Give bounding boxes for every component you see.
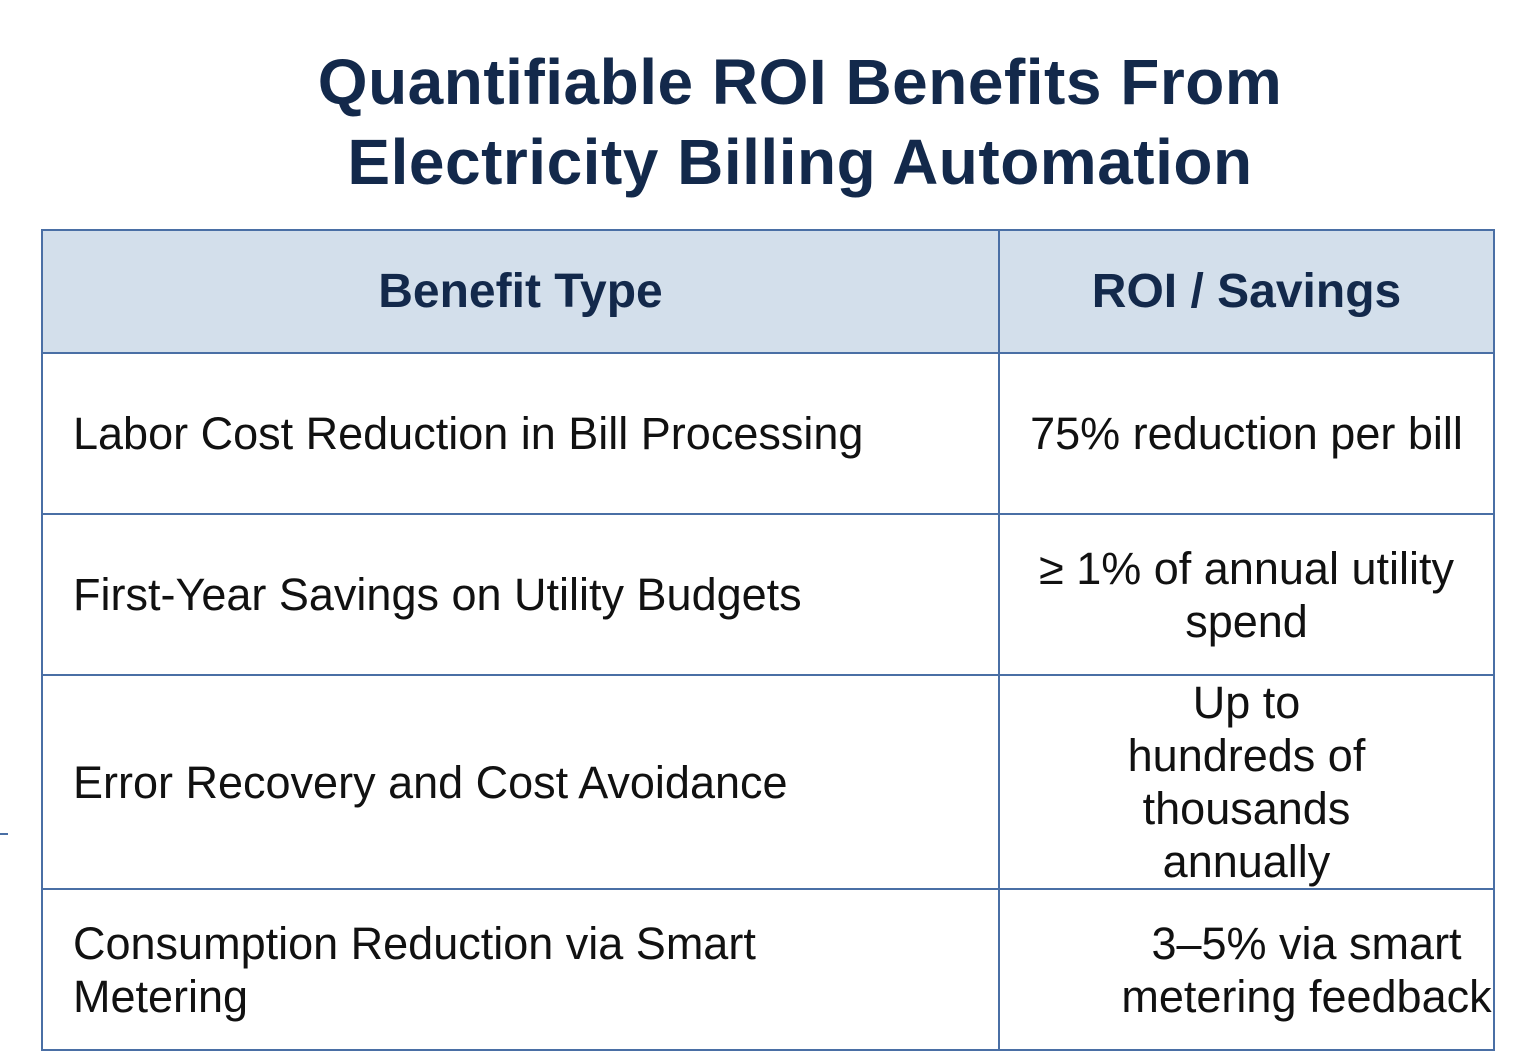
page-title: Quantifiable ROI Benefits From Electrici…: [0, 42, 1536, 202]
table-row: Labor Cost Reduction in Bill Processing …: [41, 352, 1495, 515]
header-benefit-type: Benefit Type: [41, 229, 1000, 354]
roi-cell: ≥ 1% of annual utility spend: [998, 513, 1495, 676]
table-row: Consumption Reduction via Smart Metering…: [41, 888, 1495, 1051]
roi-table: Benefit Type ROI / Savings Labor Cost Re…: [41, 229, 1495, 1051]
title-line-2: Electricity Billing Automation: [347, 126, 1253, 198]
table-row: First-Year Savings on Utility Budgets ≥ …: [41, 513, 1495, 676]
title-line-1: Quantifiable ROI Benefits From: [317, 46, 1283, 118]
benefit-cell: Error Recovery and Cost Avoidance: [41, 674, 1000, 890]
table-row: Error Recovery and Cost Avoidance Up to …: [41, 674, 1495, 890]
benefit-cell: Labor Cost Reduction in Bill Processing: [41, 352, 1000, 515]
table-header-row: Benefit Type ROI / Savings: [41, 229, 1495, 354]
roi-cell: 75% reduction per bill: [998, 352, 1495, 515]
roi-cell: 3–5% via smart metering feedback: [998, 888, 1495, 1051]
divider: [0, 833, 8, 835]
header-roi-savings: ROI / Savings: [998, 229, 1495, 354]
benefit-cell: First-Year Savings on Utility Budgets: [41, 513, 1000, 676]
roi-cell: Up to hundreds of thousands annually: [998, 674, 1495, 890]
benefit-cell: Consumption Reduction via Smart Metering: [41, 888, 1000, 1051]
